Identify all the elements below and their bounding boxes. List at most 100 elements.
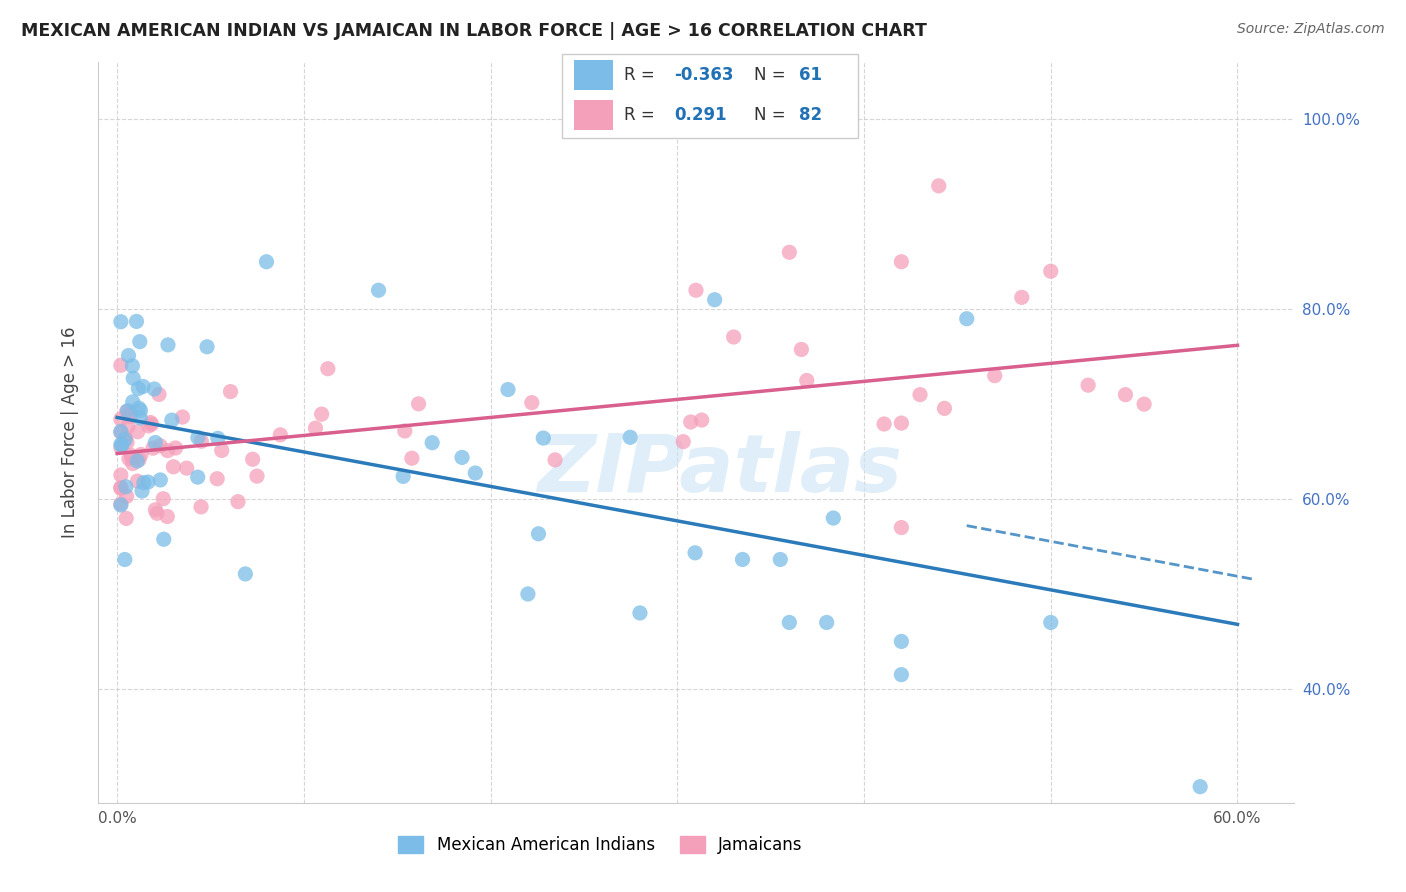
Point [451, 450, 474, 465]
Point [769, 552, 792, 566]
FancyBboxPatch shape [562, 54, 858, 138]
Point [1077, 378, 1099, 392]
Point [110, 437, 132, 451]
Point [110, 425, 132, 439]
Point [128, 401, 150, 416]
Point [690, 413, 713, 427]
Point [956, 311, 979, 326]
Point [190, 500, 212, 514]
Point [1133, 397, 1156, 411]
Point [1114, 387, 1136, 401]
Text: Source: ZipAtlas.com: Source: ZipAtlas.com [1237, 22, 1385, 37]
Point [146, 506, 169, 520]
Y-axis label: In Labor Force | Age > 16: In Labor Force | Age > 16 [60, 326, 79, 539]
Point [531, 431, 554, 445]
Point [129, 411, 152, 425]
Point [115, 511, 138, 525]
Point [207, 431, 229, 445]
Point [778, 615, 800, 630]
Point [121, 395, 143, 409]
Point [141, 417, 163, 432]
Point [138, 418, 160, 433]
Point [527, 526, 550, 541]
Point [143, 382, 166, 396]
Point [136, 475, 159, 489]
Point [110, 468, 132, 483]
Point [110, 315, 132, 329]
Point [115, 435, 138, 450]
Point [139, 416, 162, 430]
Point [162, 459, 184, 474]
Point [117, 403, 139, 417]
Point [1039, 615, 1062, 630]
Point [679, 415, 702, 429]
Point [156, 338, 179, 352]
Text: R =: R = [624, 106, 655, 124]
Point [367, 283, 389, 297]
Point [165, 441, 187, 455]
Point [110, 481, 132, 495]
Point [890, 254, 912, 268]
Point [544, 453, 567, 467]
Point [125, 314, 148, 328]
Point [120, 449, 142, 463]
Point [908, 387, 931, 401]
Point [145, 503, 167, 517]
Point [110, 440, 132, 454]
Point [115, 489, 138, 503]
Point [778, 245, 800, 260]
Point [128, 452, 150, 467]
Text: 61: 61 [799, 66, 821, 84]
Point [129, 447, 152, 461]
Point [464, 466, 486, 480]
Point [127, 454, 149, 468]
Point [242, 452, 264, 467]
Text: 82: 82 [799, 106, 821, 124]
Point [401, 451, 423, 466]
Point [143, 435, 166, 450]
Point [246, 469, 269, 483]
Point [934, 401, 956, 416]
Point [205, 472, 228, 486]
Point [187, 470, 209, 484]
Point [114, 552, 136, 566]
Point [160, 413, 183, 427]
Point [149, 439, 172, 453]
Point [110, 359, 132, 373]
Point [121, 359, 143, 373]
Point [890, 416, 912, 430]
Point [132, 475, 155, 490]
Point [195, 340, 218, 354]
Point [269, 427, 291, 442]
Point [111, 438, 134, 452]
Point [1039, 264, 1062, 278]
FancyBboxPatch shape [574, 61, 613, 90]
Point [703, 293, 725, 307]
Point [110, 497, 132, 511]
Point [723, 330, 745, 344]
Point [142, 441, 165, 455]
Point [114, 431, 136, 445]
Point [118, 451, 141, 466]
Point [420, 435, 443, 450]
Point [256, 254, 278, 268]
Point [731, 552, 754, 566]
Point [1011, 290, 1033, 304]
Point [110, 481, 132, 495]
Point [316, 361, 339, 376]
Point [815, 615, 838, 630]
Point [117, 349, 139, 363]
Point [672, 434, 695, 449]
Point [152, 533, 174, 547]
Text: N =: N = [754, 106, 786, 124]
Point [187, 431, 209, 445]
Point [408, 397, 430, 411]
Point [873, 417, 896, 431]
Point [110, 412, 132, 426]
Point [226, 494, 249, 508]
Point [496, 383, 519, 397]
Point [683, 546, 706, 560]
Point [311, 407, 333, 421]
Point [115, 480, 138, 494]
Point [304, 421, 326, 435]
